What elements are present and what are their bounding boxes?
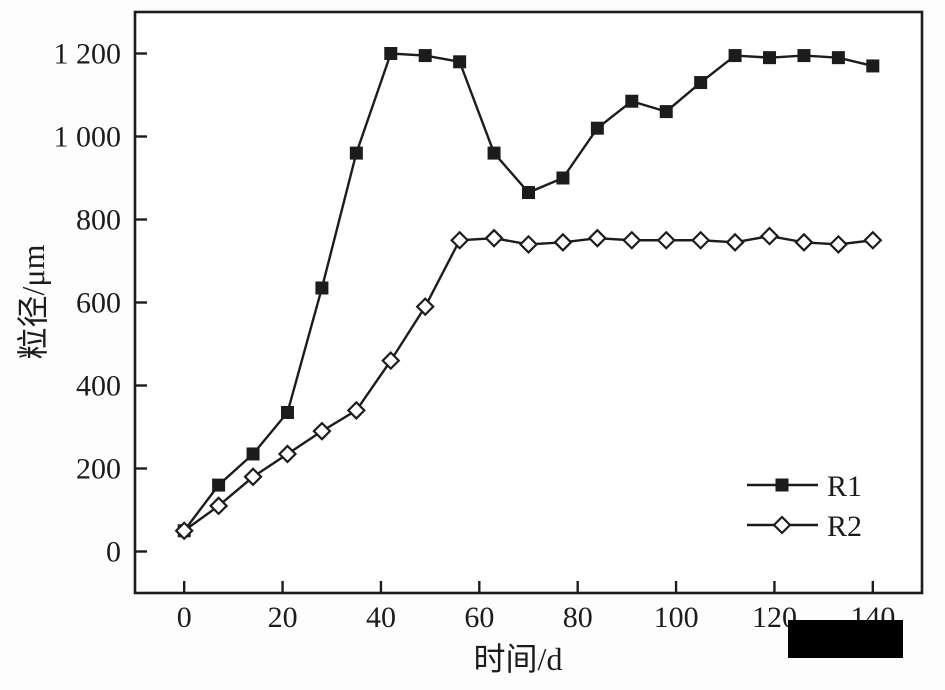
marker-diamond-icon <box>415 297 435 317</box>
marker-diamond-icon <box>794 232 814 252</box>
marker-square-icon <box>418 49 432 63</box>
marker-square-icon <box>556 171 570 185</box>
marker-diamond-icon <box>863 230 883 250</box>
marker-diamond-icon <box>174 521 194 541</box>
marker-square-icon <box>763 51 777 65</box>
y-tick-label: 1 200 <box>54 38 122 71</box>
marker-square-icon <box>453 55 467 69</box>
marker-diamond-icon <box>277 444 298 464</box>
marker-square-icon <box>866 59 880 73</box>
marker-square-icon <box>590 121 604 135</box>
marker-diamond-icon <box>312 421 332 441</box>
marker-square-icon <box>659 105 673 119</box>
marker-square-icon <box>694 76 708 90</box>
y-tick-label: 0 <box>106 536 121 569</box>
marker-diamond-icon <box>759 226 780 246</box>
marker-diamond-icon <box>346 400 366 420</box>
marker-square-icon <box>246 447 260 461</box>
x-tick-label: 20 <box>268 601 298 634</box>
marker-diamond-icon <box>243 467 263 487</box>
marker-diamond-icon <box>484 228 504 248</box>
x-tick-label: 40 <box>366 601 396 634</box>
marker-diamond-icon <box>381 351 401 371</box>
y-tick-label: 600 <box>76 287 121 320</box>
legend-marker-square-icon <box>775 478 789 492</box>
marker-square-icon <box>384 47 398 60</box>
legend-marker-diamond-icon <box>772 515 792 535</box>
marker-square-icon <box>728 49 742 63</box>
plot-area <box>135 12 922 593</box>
marker-diamond-icon <box>209 496 229 516</box>
legend: R1 R2 <box>747 470 862 543</box>
marker-square-icon <box>349 146 363 160</box>
marker-square-icon <box>797 49 811 63</box>
marker-square-icon <box>831 51 845 65</box>
marker-square-icon <box>212 478 226 492</box>
legend-label-r2: R2 <box>827 510 862 543</box>
x-tick-label: 60 <box>464 601 494 634</box>
marker-diamond-icon <box>622 230 642 250</box>
marker-square-icon <box>315 281 329 295</box>
marker-diamond-icon <box>656 230 676 250</box>
marker-diamond-icon <box>450 230 470 250</box>
x-tick-label: 0 <box>177 601 192 634</box>
x-axis-title: 时间/d <box>474 641 563 677</box>
marker-square-icon <box>487 146 501 160</box>
marker-diamond-icon <box>518 234 539 254</box>
marker-diamond-icon <box>828 234 848 254</box>
marker-square-icon <box>522 186 535 200</box>
marker-diamond-icon <box>725 232 745 252</box>
marker-square-icon <box>625 94 639 108</box>
y-tick-label: 400 <box>76 370 121 403</box>
marker-diamond-icon <box>587 228 607 248</box>
marker-square-icon <box>280 405 294 419</box>
marker-diamond-icon <box>691 230 711 250</box>
y-axis-title: 粒径/μm <box>15 244 51 359</box>
redaction-box <box>788 620 903 658</box>
marker-diamond-icon <box>553 232 573 252</box>
x-tick-label: 100 <box>654 601 699 634</box>
y-tick-label: 1 000 <box>54 121 122 154</box>
legend-label-r1: R1 <box>827 470 862 503</box>
y-tick-label: 800 <box>76 204 121 237</box>
y-tick-label: 200 <box>76 453 121 486</box>
data-series <box>174 47 883 541</box>
x-tick-label: 80 <box>563 601 593 634</box>
